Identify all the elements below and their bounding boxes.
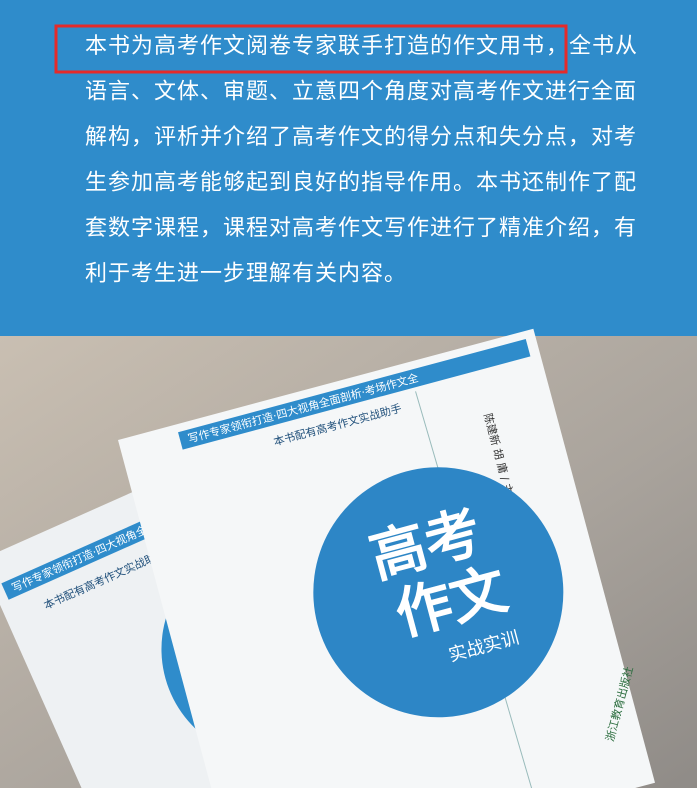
paragraph-line: 利于考生进一步理解有关内容。 bbox=[85, 262, 407, 287]
highlight-text: 本书为高考作文阅卷专家联手打造的作文用书 bbox=[85, 34, 545, 59]
paragraph: 本书为高考作文阅卷专家联手打造的作文用书 ，全书从语言、文体、审题、立意四个角度对… bbox=[85, 34, 638, 287]
text-panel bbox=[0, 0, 697, 336]
cover-circle bbox=[313, 467, 564, 718]
paragraph-line: 生参加高考能够起到良好的指导作用。本书还制作了配 bbox=[85, 171, 637, 196]
paragraph-line: ，全书从 bbox=[546, 34, 638, 59]
paragraph-line: 语言、文体、审题、立意四个角度对高考作文进行全面 bbox=[85, 80, 637, 105]
paragraph-line: 解构，评析并介绍了高考作文的得分点和失分点，对考 bbox=[85, 125, 637, 150]
paragraph-line: 套数字课程，课程对高考作文写作进行了精准介绍，有 bbox=[85, 216, 637, 241]
tagline-band bbox=[178, 339, 531, 450]
highlight-box bbox=[54, 24, 568, 74]
